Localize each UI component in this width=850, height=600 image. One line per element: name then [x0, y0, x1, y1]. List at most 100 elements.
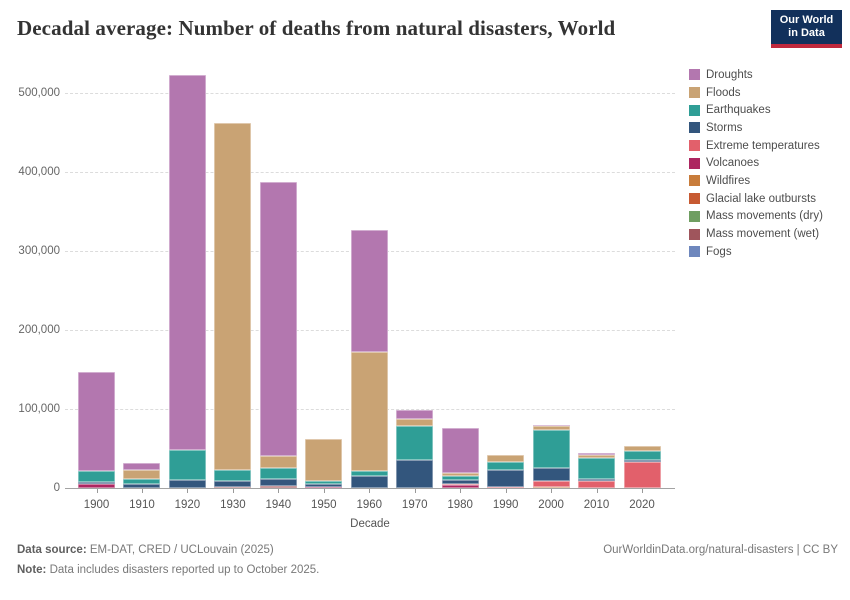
- y-axis-tick-label: 200,000: [18, 324, 60, 336]
- bar-segment-droughts-1940[interactable]: [259, 182, 297, 456]
- legend-item-droughts[interactable]: Droughts: [689, 66, 823, 84]
- y-axis-tick-label: 400,000: [18, 166, 60, 178]
- bar-segment-extreme-temperatures-2000[interactable]: [532, 480, 570, 488]
- bar-segment-storms-2000[interactable]: [532, 467, 570, 481]
- legend-swatch-icon: [689, 175, 700, 187]
- bar-segment-floods-1980[interactable]: [441, 473, 479, 477]
- bar-segment-earthquakes-1960[interactable]: [350, 471, 388, 476]
- bar-segment-extreme-temperatures-1990[interactable]: [487, 486, 525, 488]
- bar-segment-earthquakes-1930[interactable]: [214, 469, 252, 482]
- x-axis-label-1980: 1980: [447, 499, 473, 511]
- page-title: Decadal average: Number of deaths from n…: [17, 16, 616, 40]
- legend-label: Droughts: [706, 68, 753, 81]
- bar-segment-floods-2010[interactable]: [578, 454, 616, 458]
- legend-item-wildfires[interactable]: Wildfires: [689, 172, 823, 190]
- legend-swatch-icon: [689, 157, 700, 169]
- legend-label: Storms: [706, 121, 743, 134]
- bar-segment-storms-2020[interactable]: [623, 459, 661, 463]
- x-axis-tick-1960: [369, 489, 371, 493]
- gridline-500,000: [65, 93, 675, 94]
- bar-segment-floods-1960[interactable]: [350, 352, 388, 472]
- legend-item-extreme-temperatures[interactable]: Extreme temperatures: [689, 137, 823, 155]
- bar-segment-storms-2010[interactable]: [578, 478, 616, 482]
- legend-item-earthquakes[interactable]: Earthquakes: [689, 101, 823, 119]
- legend-label: Glacial lake outbursts: [706, 192, 816, 205]
- bar-segment-earthquakes-1910[interactable]: [123, 479, 161, 484]
- bar-segment-storms-1940[interactable]: [259, 478, 297, 487]
- bar-segment-droughts-2010[interactable]: [578, 452, 616, 455]
- x-axis-label-2000: 2000: [538, 499, 564, 511]
- bar-segment-droughts-1980[interactable]: [441, 428, 479, 474]
- bar-segment-droughts-1970[interactable]: [396, 409, 434, 420]
- bar-segment-extreme-temperatures-1980[interactable]: [441, 484, 479, 486]
- bar-segment-storms-1910[interactable]: [123, 483, 161, 488]
- bar-segment-earthquakes-2010[interactable]: [578, 457, 616, 479]
- footer: Data source: EM-DAT, CRED / UCLouvain (2…: [17, 544, 838, 576]
- bar-segment-storms-1900[interactable]: [78, 482, 115, 485]
- x-axis-title: Decade: [350, 518, 390, 530]
- bar-segment-storms-1960[interactable]: [350, 475, 388, 488]
- legend-item-fogs[interactable]: Fogs: [689, 243, 823, 261]
- legend-item-mass-movement-wet-[interactable]: Mass movement (wet): [689, 225, 823, 243]
- x-axis-label-2020: 2020: [629, 499, 655, 511]
- x-axis-tick-1930: [232, 489, 234, 493]
- bar-segment-earthquakes-2000[interactable]: [532, 429, 570, 468]
- bar-segment-storms-1950[interactable]: [305, 484, 343, 487]
- bar-segment-earthquakes-1940[interactable]: [259, 468, 297, 479]
- bar-segment-floods-1970[interactable]: [396, 419, 434, 427]
- bar-segment-droughts-1910[interactable]: [123, 462, 161, 471]
- bar-segment-extreme-temperatures-2020[interactable]: [623, 462, 661, 488]
- bar-segment-droughts-1920[interactable]: [168, 74, 206, 450]
- bar-segment-extreme-temperatures-2010[interactable]: [578, 481, 616, 488]
- legend-item-glacial-lake-outbursts[interactable]: Glacial lake outbursts: [689, 190, 823, 208]
- bar-segment-floods-1990[interactable]: [487, 454, 525, 462]
- canonical-url-link[interactable]: OurWorldinData.org/natural-disasters | C…: [603, 544, 838, 556]
- bar-segment-storms-1970[interactable]: [396, 459, 434, 488]
- bar-segment-mass-movement-wet--1940[interactable]: [259, 486, 297, 488]
- y-axis-tick-label: 500,000: [18, 87, 60, 99]
- owid-logo-stripe: [771, 44, 842, 48]
- bar-segment-storms-1920[interactable]: [168, 479, 206, 488]
- x-axis-tick-1940: [278, 489, 280, 493]
- bar-segment-droughts-1960[interactable]: [350, 229, 388, 353]
- legend-label: Mass movements (dry): [706, 210, 823, 223]
- bar-segment-floods-1940[interactable]: [259, 455, 297, 469]
- bar-segment-volcanoes-1950[interactable]: [305, 486, 343, 488]
- bar-segment-earthquakes-2020[interactable]: [623, 450, 661, 460]
- owid-logo-line2: in Data: [788, 27, 825, 39]
- legend-swatch-icon: [689, 122, 700, 134]
- bar-segment-floods-2000[interactable]: [532, 426, 570, 430]
- x-axis-tick-2010: [596, 489, 598, 493]
- x-axis-label-1930: 1930: [220, 499, 246, 511]
- bar-segment-floods-2020[interactable]: [623, 445, 661, 451]
- bar-segment-mass-movement-wet--1930[interactable]: [214, 487, 252, 488]
- bar-segment-droughts-2000[interactable]: [532, 425, 570, 427]
- legend-swatch-icon: [689, 140, 700, 152]
- bar-segment-floods-1950[interactable]: [305, 439, 343, 482]
- bar-segment-earthquakes-1970[interactable]: [396, 426, 434, 460]
- legend-item-volcanoes[interactable]: Volcanoes: [689, 154, 823, 172]
- bar-segment-earthquakes-1980[interactable]: [441, 476, 479, 481]
- legend-swatch-icon: [689, 193, 700, 205]
- gridline-400,000: [65, 172, 675, 173]
- x-axis-label-2010: 2010: [583, 499, 610, 511]
- bar-segment-earthquakes-1950[interactable]: [305, 481, 343, 485]
- bar-segment-storms-1930[interactable]: [214, 481, 252, 488]
- bar-segment-volcanoes-1900[interactable]: [78, 484, 115, 488]
- bar-segment-floods-1930[interactable]: [214, 123, 252, 470]
- bar-segment-storms-1980[interactable]: [441, 480, 479, 485]
- bar-segment-volcanoes-1980[interactable]: [441, 485, 479, 488]
- bar-segment-earthquakes-1900[interactable]: [78, 471, 115, 483]
- bar-segment-earthquakes-1920[interactable]: [168, 449, 206, 480]
- bar-segment-wildfires-2000[interactable]: [532, 487, 570, 488]
- legend-item-mass-movements-dry-[interactable]: Mass movements (dry): [689, 208, 823, 226]
- x-axis-line: [65, 488, 675, 489]
- bar-segment-droughts-1900[interactable]: [78, 371, 115, 472]
- bar-segment-storms-1990[interactable]: [487, 469, 525, 487]
- legend-label: Fogs: [706, 245, 732, 258]
- legend-item-floods[interactable]: Floods: [689, 84, 823, 102]
- bar-segment-floods-1910[interactable]: [123, 470, 161, 480]
- legend-item-storms[interactable]: Storms: [689, 119, 823, 137]
- bar-segment-earthquakes-1990[interactable]: [487, 461, 525, 470]
